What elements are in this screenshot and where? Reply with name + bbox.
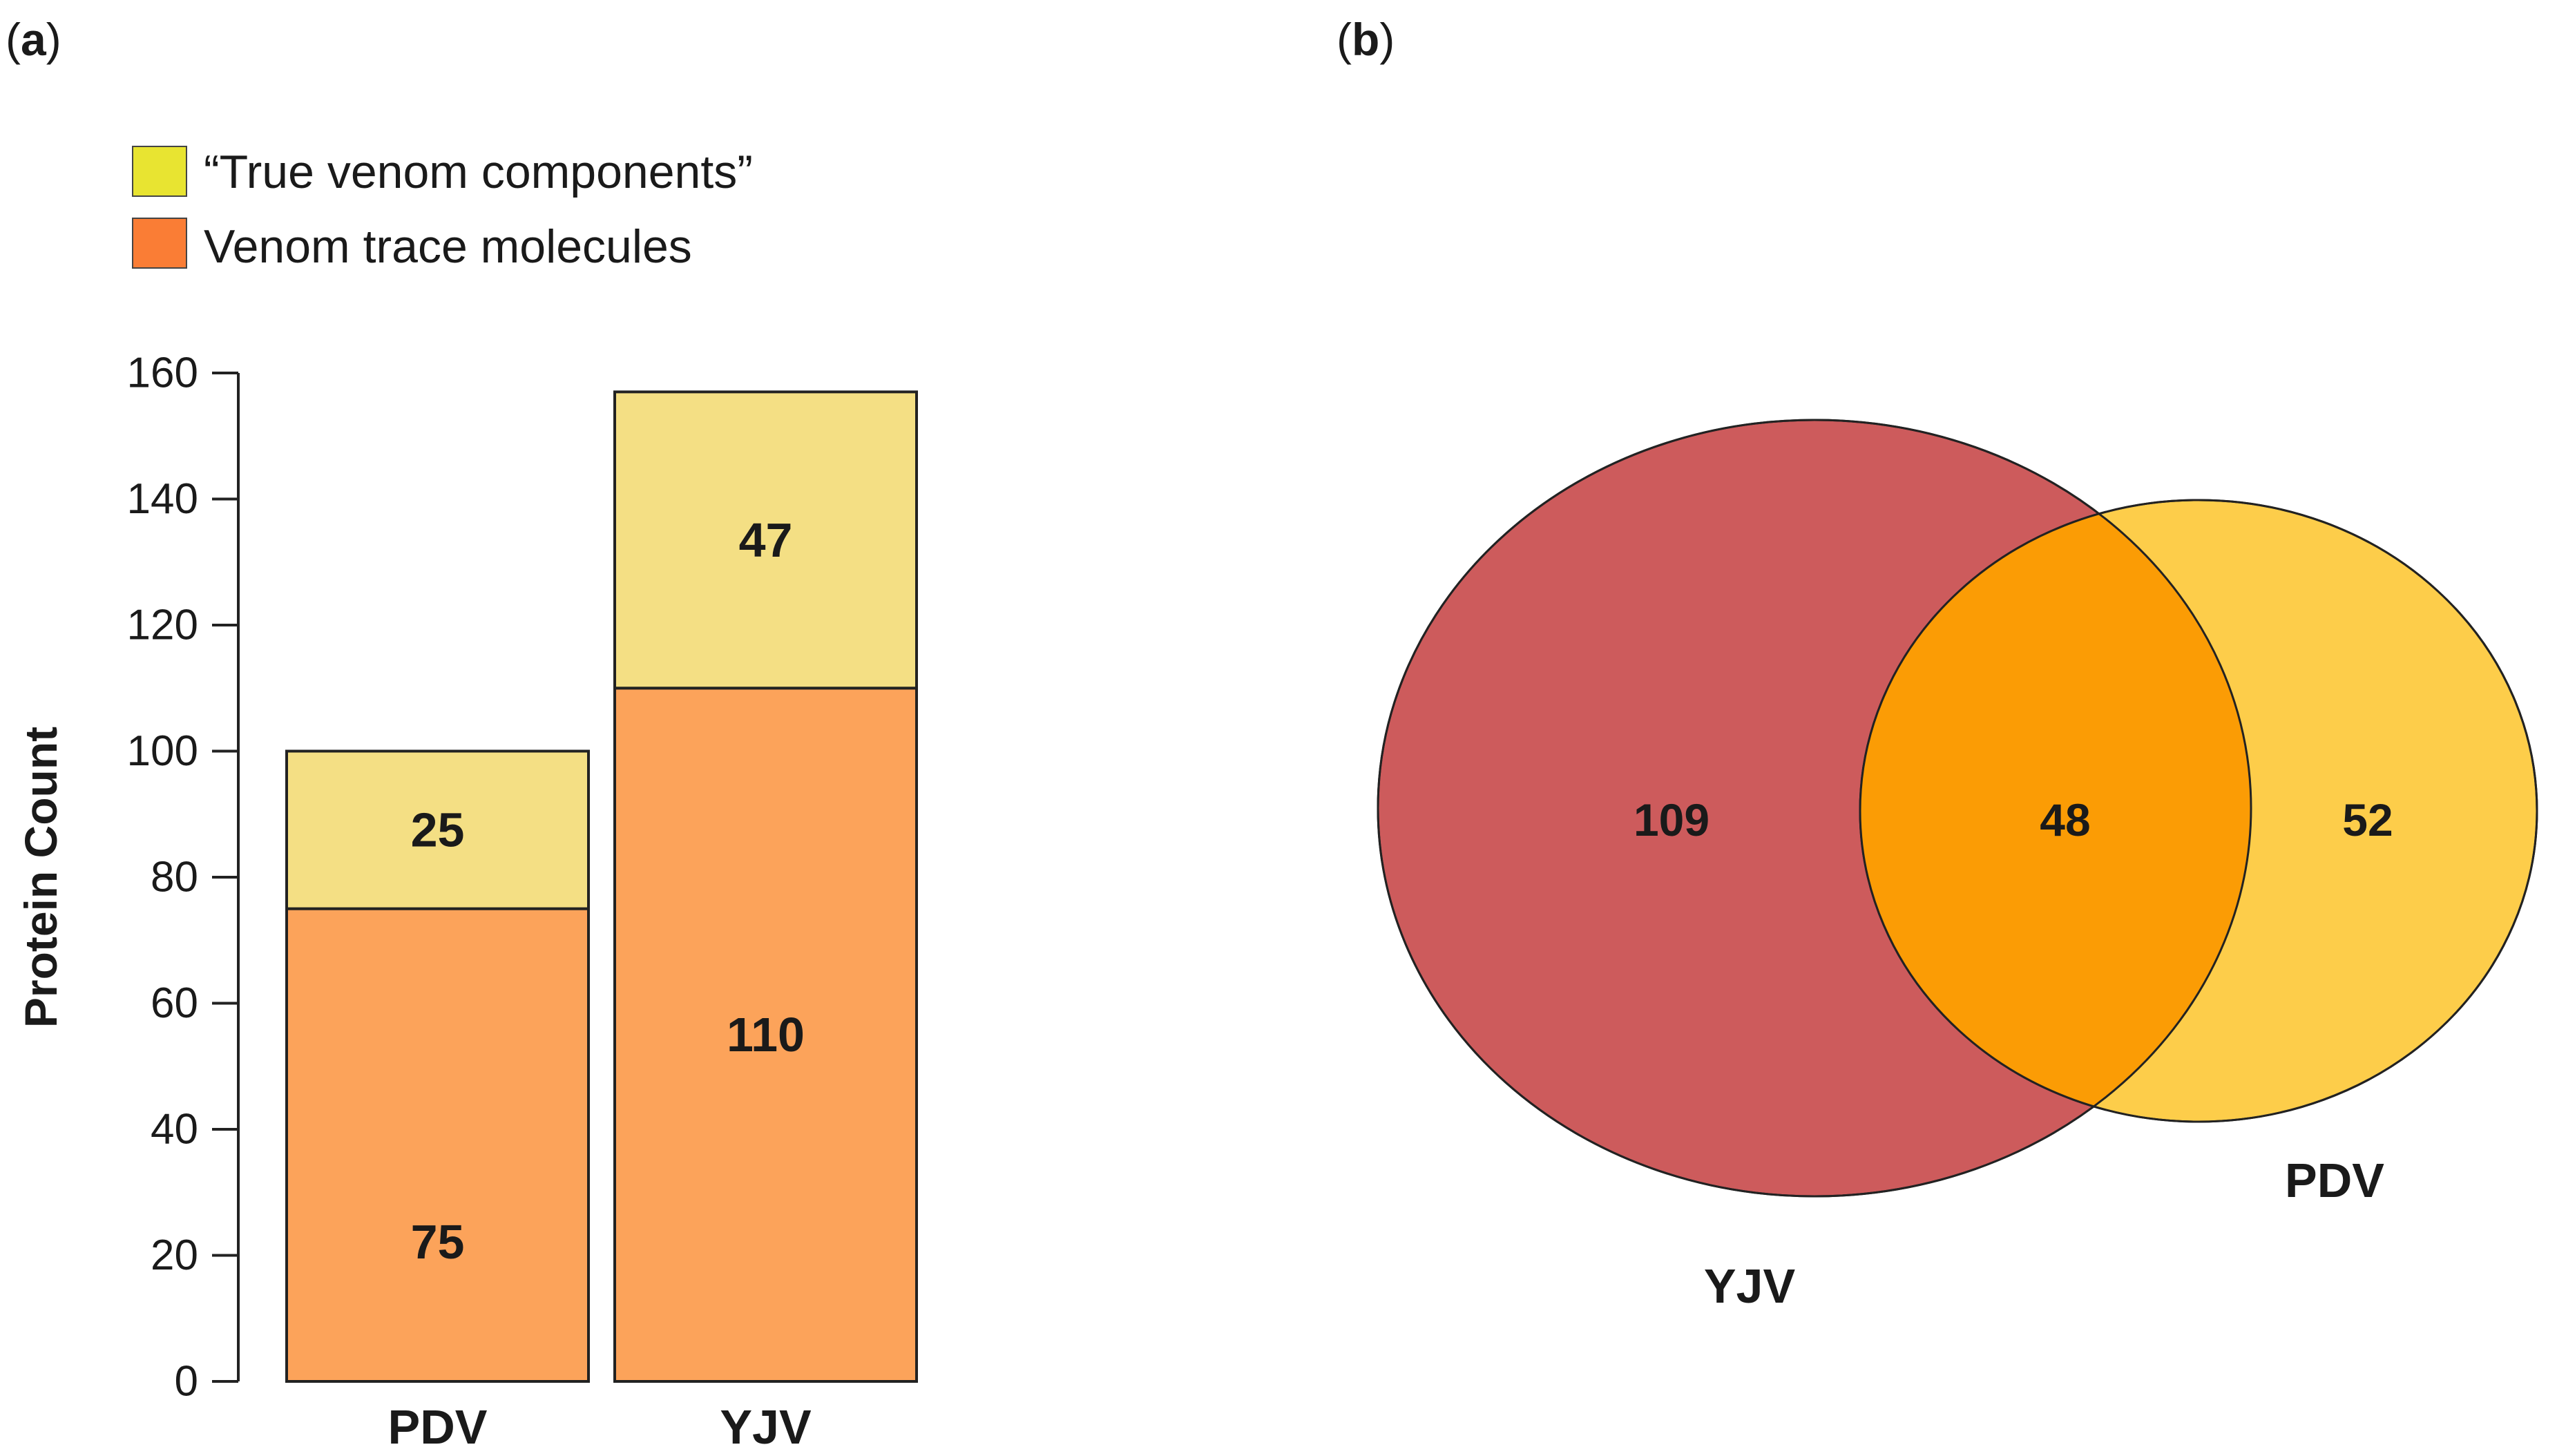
legend-label-true-venom: “True venom components” xyxy=(204,146,753,198)
y-tick-label: 160 xyxy=(127,349,198,397)
bar-yjv-true-venom xyxy=(613,390,918,690)
venn-outline-yjv xyxy=(1377,419,2252,1198)
y-tick-label: 120 xyxy=(127,602,198,649)
y-tick-label: 40 xyxy=(151,1106,198,1153)
legend-label-trace: Venom trace molecules xyxy=(204,220,692,273)
venn-value-pdv-only: 52 xyxy=(2342,794,2393,845)
y-axis-title: Protein Count xyxy=(15,727,66,1028)
venn-diagram: 109 48 52 YJV PDV xyxy=(1377,419,2538,1313)
y-tick-label: 80 xyxy=(151,854,198,901)
venn-set-label-pdv: PDV xyxy=(2285,1153,2384,1207)
venn-value-yjv-only: 109 xyxy=(1634,794,1710,845)
x-category-label-yjv: YJV xyxy=(720,1400,812,1454)
y-tick-label: 60 xyxy=(151,979,198,1027)
venn-value-overlap: 48 xyxy=(2040,794,2090,845)
venn-set-label-yjv: YJV xyxy=(1704,1259,1796,1313)
bar-value-yjv-trace: 110 xyxy=(727,1008,805,1062)
stacked-bar-chart: “True venom components” Venom trace mole… xyxy=(15,146,918,1454)
venn-overlap-region xyxy=(1860,500,2251,1122)
bars xyxy=(285,390,918,1383)
x-category-label-pdv: PDV xyxy=(388,1400,488,1454)
y-axis-ticks: 0 20 40 60 80 100 120 140 160 xyxy=(127,349,238,1406)
bar-value-pdv-true-venom: 25 xyxy=(411,803,465,857)
legend: “True venom components” Venom trace mole… xyxy=(132,146,753,273)
bar-pdv-true-venom xyxy=(285,749,590,910)
bar-pdv-trace xyxy=(285,907,590,1383)
y-tick-label: 20 xyxy=(151,1232,198,1279)
panel-a-label: (a) xyxy=(6,14,61,65)
bar-value-yjv-true-venom: 47 xyxy=(739,513,793,567)
bar-yjv-trace xyxy=(613,687,918,1383)
venn-outline-pdv xyxy=(1859,499,2538,1123)
bar-value-pdv-trace: 75 xyxy=(411,1215,465,1269)
y-tick-label: 140 xyxy=(127,475,198,523)
y-tick-label: 100 xyxy=(127,727,198,775)
legend-swatch-trace xyxy=(132,218,187,269)
y-tick-label: 0 xyxy=(175,1358,198,1406)
legend-swatch-true-venom xyxy=(132,146,187,197)
panel-b-label: (b) xyxy=(1337,14,1395,65)
